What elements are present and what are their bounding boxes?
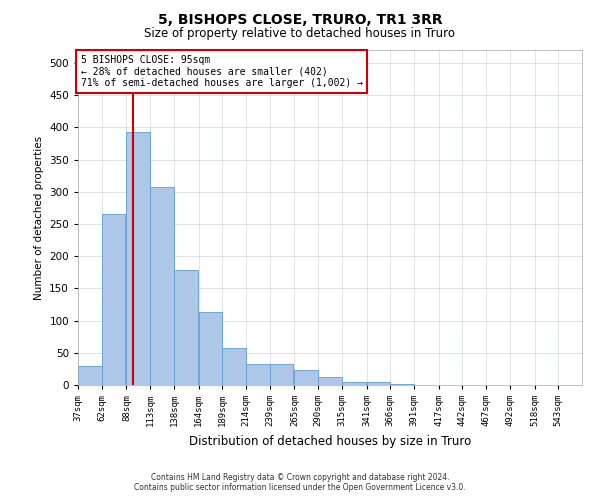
Bar (318, 376, 342, 385)
Bar (342, 382, 365, 385)
Bar (102, 214, 125, 385)
Bar (295, 370, 318, 385)
Bar (246, 364, 270, 385)
Bar (390, 384, 414, 385)
Text: Size of property relative to detached houses in Truro: Size of property relative to detached ho… (145, 28, 455, 40)
Bar (174, 270, 197, 385)
Bar (270, 364, 293, 385)
Y-axis label: Number of detached properties: Number of detached properties (34, 136, 44, 300)
X-axis label: Distribution of detached houses by size in Truro: Distribution of detached houses by size … (189, 434, 471, 448)
Text: Contains HM Land Registry data © Crown copyright and database right 2024.
Contai: Contains HM Land Registry data © Crown c… (134, 473, 466, 492)
Bar (199, 312, 222, 385)
Bar (150, 186, 174, 385)
Bar (127, 132, 150, 385)
Bar (367, 382, 390, 385)
Text: 5, BISHOPS CLOSE, TRURO, TR1 3RR: 5, BISHOPS CLOSE, TRURO, TR1 3RR (158, 12, 442, 26)
Bar (222, 348, 246, 385)
Text: 5 BISHOPS CLOSE: 95sqm
← 28% of detached houses are smaller (402)
71% of semi-de: 5 BISHOPS CLOSE: 95sqm ← 28% of detached… (80, 55, 362, 88)
Bar (78, 366, 102, 385)
